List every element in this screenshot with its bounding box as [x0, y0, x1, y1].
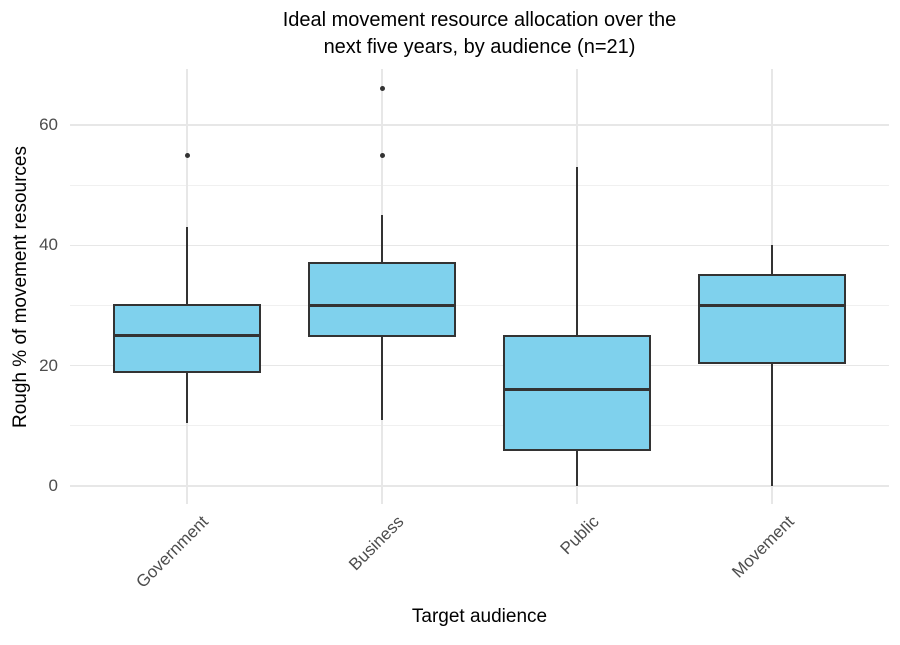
x-tick-label: Government — [132, 512, 213, 592]
gridline-major-horizontal — [70, 124, 889, 126]
gridline-minor-horizontal — [70, 304, 889, 306]
outlier-point — [379, 152, 385, 158]
median-line — [503, 388, 651, 392]
gridline-minor-horizontal — [70, 425, 889, 427]
x-tick-label: Business — [345, 512, 408, 575]
plot-panel — [70, 69, 889, 504]
y-axis-title: Rough % of movement resources — [10, 146, 31, 428]
x-axis-title: Target audience — [411, 606, 548, 627]
boxplot-box-government — [113, 304, 261, 373]
chart-title: Ideal movement resource allocation over … — [70, 7, 889, 61]
median-line — [698, 303, 846, 307]
boxplot-box-public — [503, 334, 651, 451]
chart-title-line-1: Ideal movement resource allocation over … — [282, 9, 677, 31]
whisker-lower — [186, 371, 188, 423]
gridline-major-horizontal — [70, 364, 889, 367]
whisker-upper — [381, 215, 383, 264]
y-tick-label: 20 — [39, 355, 58, 375]
gridline-major-horizontal — [70, 485, 889, 487]
whisker-upper — [576, 167, 578, 336]
outlier-point — [184, 152, 190, 158]
y-tick-label: 40 — [39, 235, 58, 255]
boxplot-box-movement — [698, 274, 846, 364]
whisker-lower — [771, 362, 773, 486]
median-line — [113, 334, 261, 338]
gridline-minor-horizontal — [70, 184, 889, 186]
y-tick-label: 60 — [39, 114, 58, 134]
outlier-point — [379, 86, 385, 92]
boxplot-box-business — [308, 262, 456, 337]
whisker-lower — [576, 449, 578, 486]
whisker-lower — [381, 335, 383, 420]
whisker-upper — [186, 227, 188, 306]
y-tick-label: 0 — [48, 475, 58, 495]
x-tick-label: Public — [556, 512, 603, 559]
gridline-major-horizontal — [70, 244, 889, 247]
x-tick-label: Movement — [727, 512, 798, 582]
chart-title-line-2: next five years, by audience (n=21) — [323, 36, 636, 58]
median-line — [308, 303, 456, 307]
whisker-upper — [771, 245, 773, 276]
